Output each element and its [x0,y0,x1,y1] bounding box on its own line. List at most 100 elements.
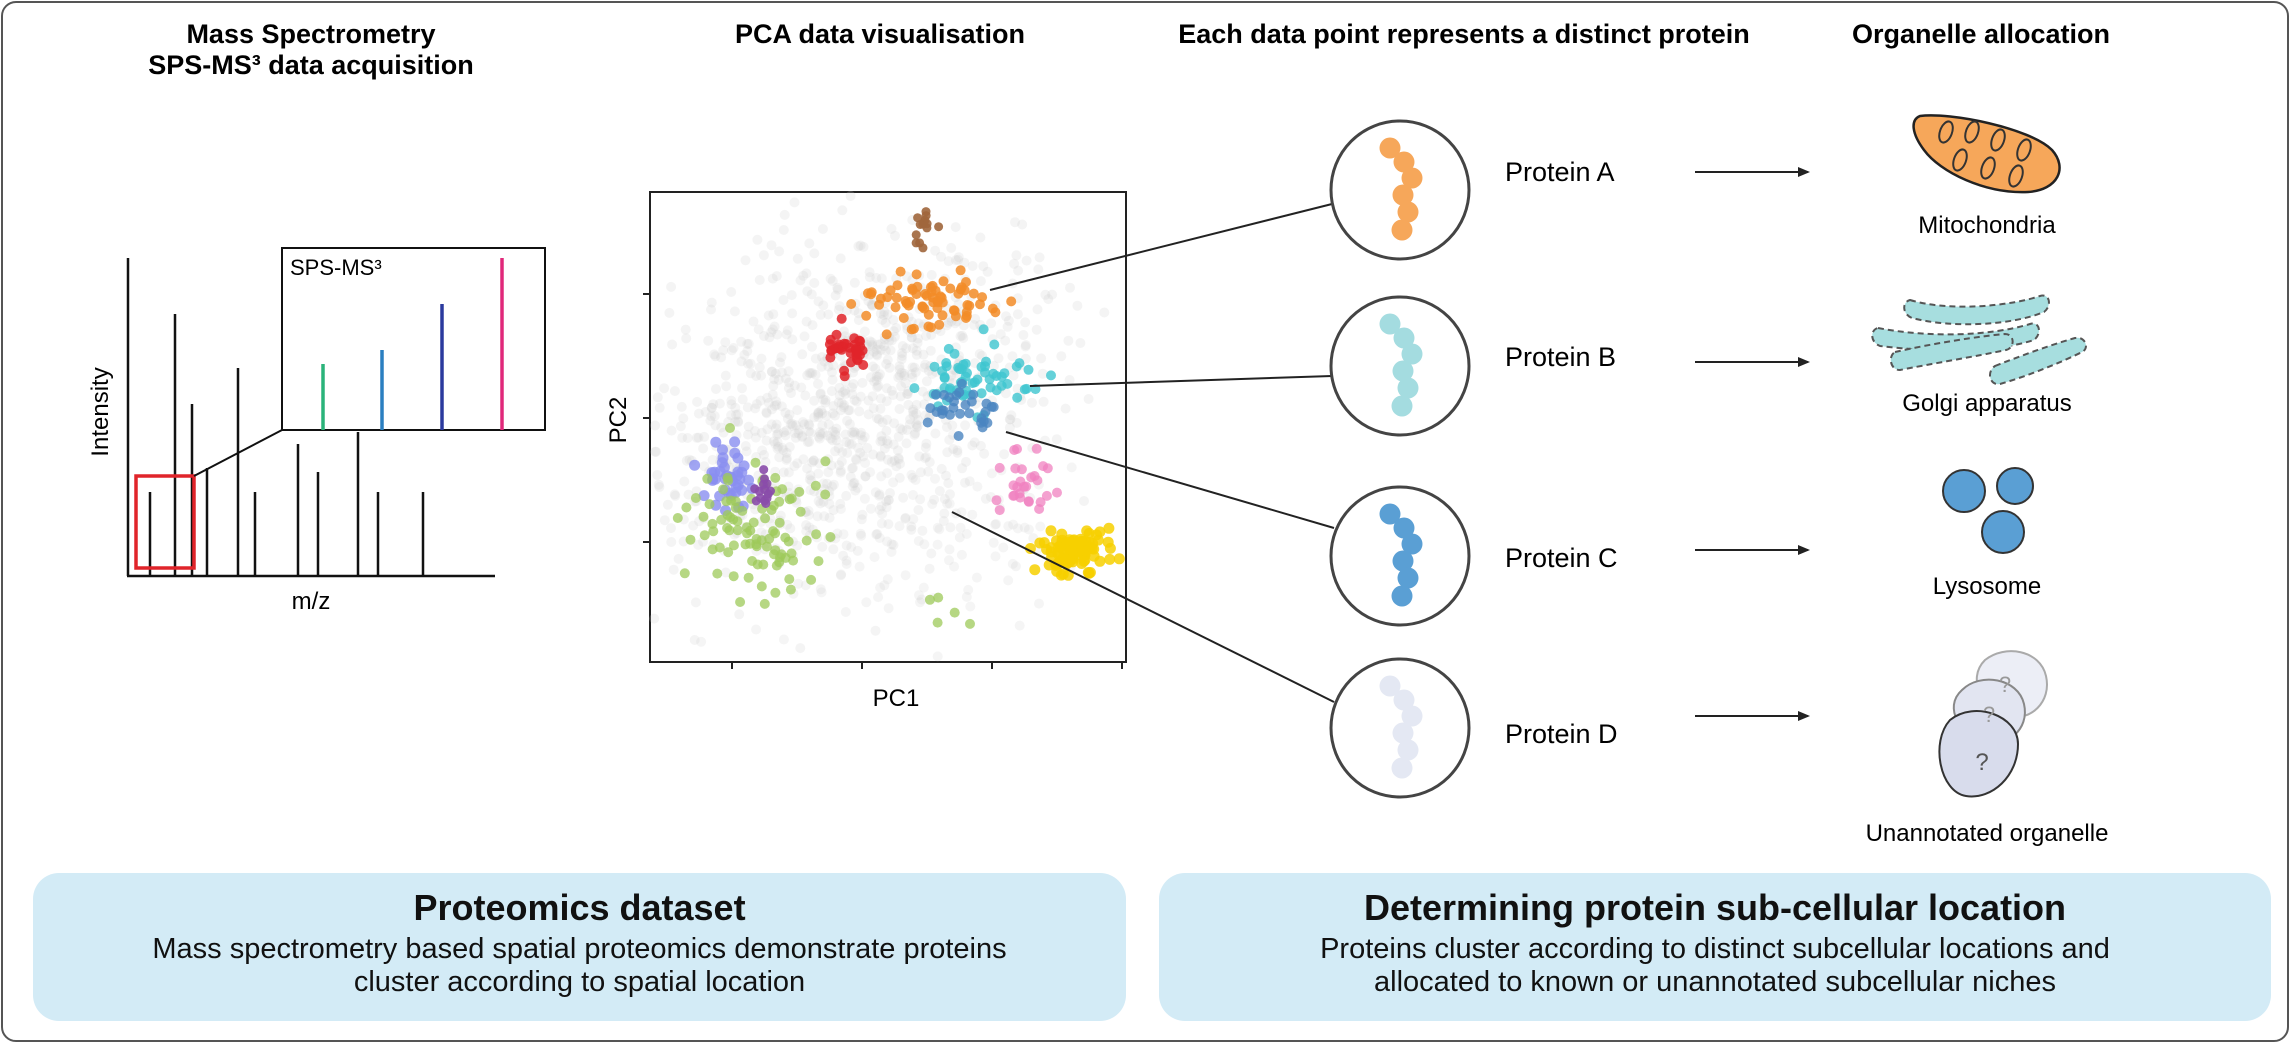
pca-point [941,470,951,481]
pca-point [773,374,784,385]
pca-point [851,455,862,465]
pca-point [667,339,678,350]
pca-point [1084,542,1096,554]
pca-point [924,563,935,574]
pca-point [922,417,933,428]
pca-point [876,393,886,404]
pca-point [1102,536,1114,548]
pca-point [1012,309,1023,320]
pca-point [1035,521,1046,532]
pca-point [666,425,677,436]
pca-point [767,404,777,415]
pca-point [767,366,777,377]
pca-point [945,283,956,294]
pca-point [849,426,859,437]
pca-point [923,321,934,332]
pca-point [846,542,857,553]
pca-point [943,343,954,354]
pca-point [813,468,824,479]
pca-point [865,503,876,514]
pca-point [691,432,702,443]
pca-point [774,452,785,463]
pca-point [893,453,904,463]
pca-point [718,484,729,495]
pca-point [1012,523,1023,534]
crista [1990,128,2006,152]
pca-point [1034,252,1045,263]
pca-point [849,429,860,440]
pca-point [710,420,721,431]
pca-point [967,509,978,520]
pca-point [883,495,894,505]
pca-point [1051,434,1062,445]
pca-point [830,430,841,440]
pca-point [751,371,762,381]
pca-point [1033,264,1044,275]
pca-point [866,299,877,310]
pca-point [895,423,906,434]
pca-point [664,307,675,318]
pca-point [723,547,734,558]
pca-point [1042,463,1053,474]
pca-point [820,489,831,500]
lysosome-vesicle [1942,469,1986,513]
pca-point [882,438,893,449]
pca-point [849,477,860,488]
crista [1938,120,1954,144]
pca-point [806,289,817,300]
pca-point [758,559,769,570]
pca-point [886,546,897,557]
protein-dot [1391,585,1413,607]
pca-point [698,490,710,502]
pca-point [836,456,847,467]
pca-point [709,411,720,421]
pca-point [781,329,792,340]
pca-point [776,401,787,412]
pca-point [906,332,917,343]
pca-point [848,379,859,389]
pca-point [756,427,767,438]
pca-point [847,481,858,492]
spectrum-x-label: m/z [292,588,331,615]
pca-point [1012,444,1022,454]
pca-point [902,389,912,399]
pca-point [939,382,950,393]
pca-point [894,404,905,414]
pca-point [871,529,882,540]
pca-point [880,317,891,328]
pca-point [771,399,782,410]
pca-point [918,349,929,360]
pca-point [839,326,849,337]
pca-point [972,481,983,492]
pca-point [921,452,932,462]
pca-point [804,238,815,249]
pca-point [881,396,892,407]
pca-point [959,257,970,268]
pca-point [900,378,911,389]
pca-point [770,439,781,449]
pca-point [893,372,904,383]
pca-point [773,441,784,452]
pca-point [889,331,900,342]
pca-point [834,382,845,393]
protein-c-label: Protein C [1505,543,1618,573]
pca-point [652,392,663,403]
protein-d-label: Protein D [1505,719,1618,749]
pca-point [944,434,955,445]
pca-point [838,387,849,398]
pca-point [939,494,950,504]
pca-point [832,284,843,295]
pca-point [942,498,953,509]
pca-point [875,451,886,462]
pca-point [750,403,761,414]
pca-point [986,401,997,412]
pca-point [771,271,782,282]
pca-point [813,556,824,567]
pca-point [946,242,957,253]
pca-point [751,399,762,410]
pca-point [742,402,753,413]
pca-point [840,385,850,396]
pca-point [1004,414,1015,425]
pca-point [855,240,866,251]
pca-point [888,439,899,450]
